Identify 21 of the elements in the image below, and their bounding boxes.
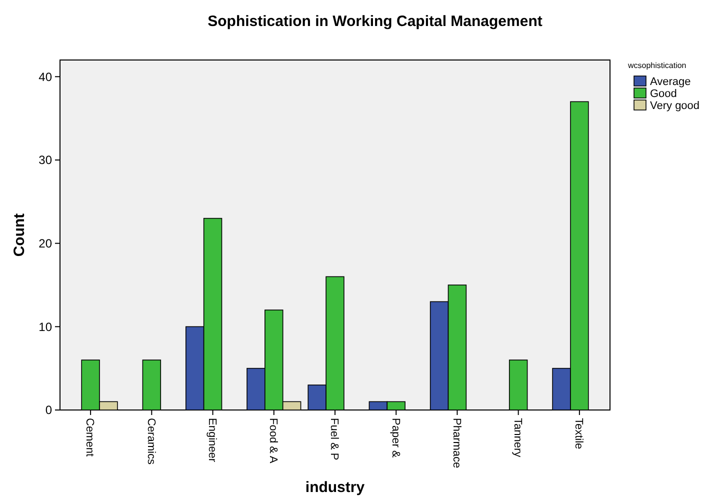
x-tick-label: Food & A: [267, 418, 280, 464]
x-tick-label: Textile: [572, 418, 585, 450]
y-axis-title: Count: [11, 213, 28, 257]
y-tick-label: 10: [38, 320, 52, 334]
x-tick-label: Paper &: [389, 418, 402, 458]
legend-title: wcsophistication: [627, 61, 686, 70]
legend-label: Average: [650, 76, 691, 88]
x-tick-label: Tannery: [511, 418, 524, 458]
x-tick-label: Fuel & P: [328, 418, 340, 460]
y-tick-label: 30: [38, 153, 52, 168]
y-tick-label: 20: [38, 236, 52, 251]
y-tick-label: 40: [38, 70, 52, 84]
x-tick-label: Ceramics: [144, 418, 157, 465]
chart-title: Sophistication in Working Capital Management: [208, 13, 542, 30]
x-tick-label: Pharmace: [450, 418, 462, 468]
legend-label: Good: [650, 88, 677, 100]
x-tick-label: Engineer: [206, 418, 218, 462]
x-axis-title: industry: [305, 479, 366, 496]
legend-label: Very good: [650, 100, 700, 112]
y-tick-label: 0: [45, 403, 52, 418]
x-tick-label: Cement: [84, 418, 96, 457]
